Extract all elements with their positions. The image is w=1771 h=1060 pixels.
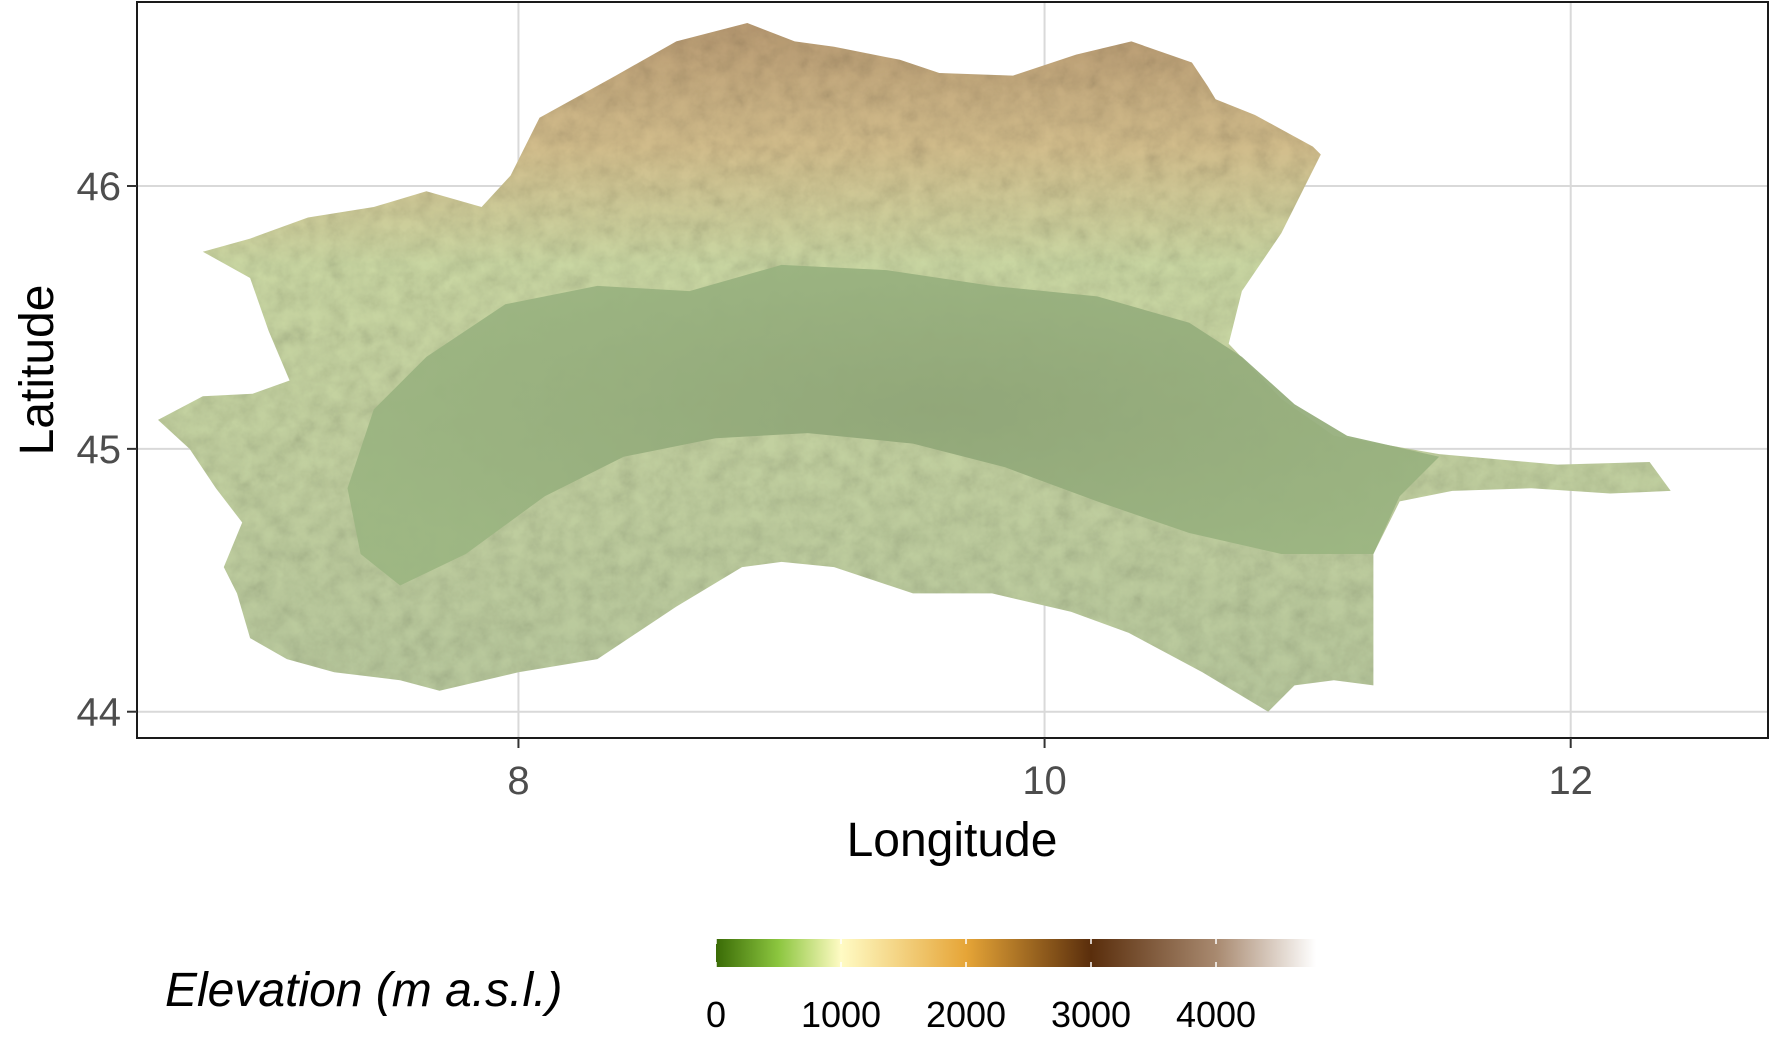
x-axis-ticks: 8 10 12: [507, 738, 1593, 803]
x-tick-label-12: 12: [1548, 759, 1593, 803]
y-tick-label-46: 46: [77, 165, 122, 209]
legend-label-2000: 2000: [926, 994, 1006, 1035]
plot-panel-border: [136, 1, 1769, 739]
legend-ticks: 0 1000 2000 3000 4000: [706, 939, 1256, 1035]
legend-label-0: 0: [706, 994, 726, 1035]
legend-label-3000: 3000: [1051, 994, 1131, 1035]
y-axis-title: Latitude: [11, 285, 64, 456]
x-tick-label-8: 8: [507, 759, 529, 803]
legend-title: Elevation (m a.s.l.): [165, 964, 562, 1017]
po-valley-lowland-area: [347, 264, 1440, 586]
y-tick-label-45: 45: [77, 428, 122, 472]
y-tick-label-44: 44: [77, 691, 122, 735]
legend-color-bar: [716, 939, 1316, 967]
x-tick-label-10: 10: [1022, 759, 1067, 803]
region-map: [158, 23, 1671, 712]
legend-label-4000: 4000: [1176, 994, 1256, 1035]
legend-label-1000: 1000: [801, 994, 881, 1035]
x-axis-title: Longitude: [847, 814, 1058, 867]
y-axis-ticks: 44 45 46: [77, 165, 137, 735]
